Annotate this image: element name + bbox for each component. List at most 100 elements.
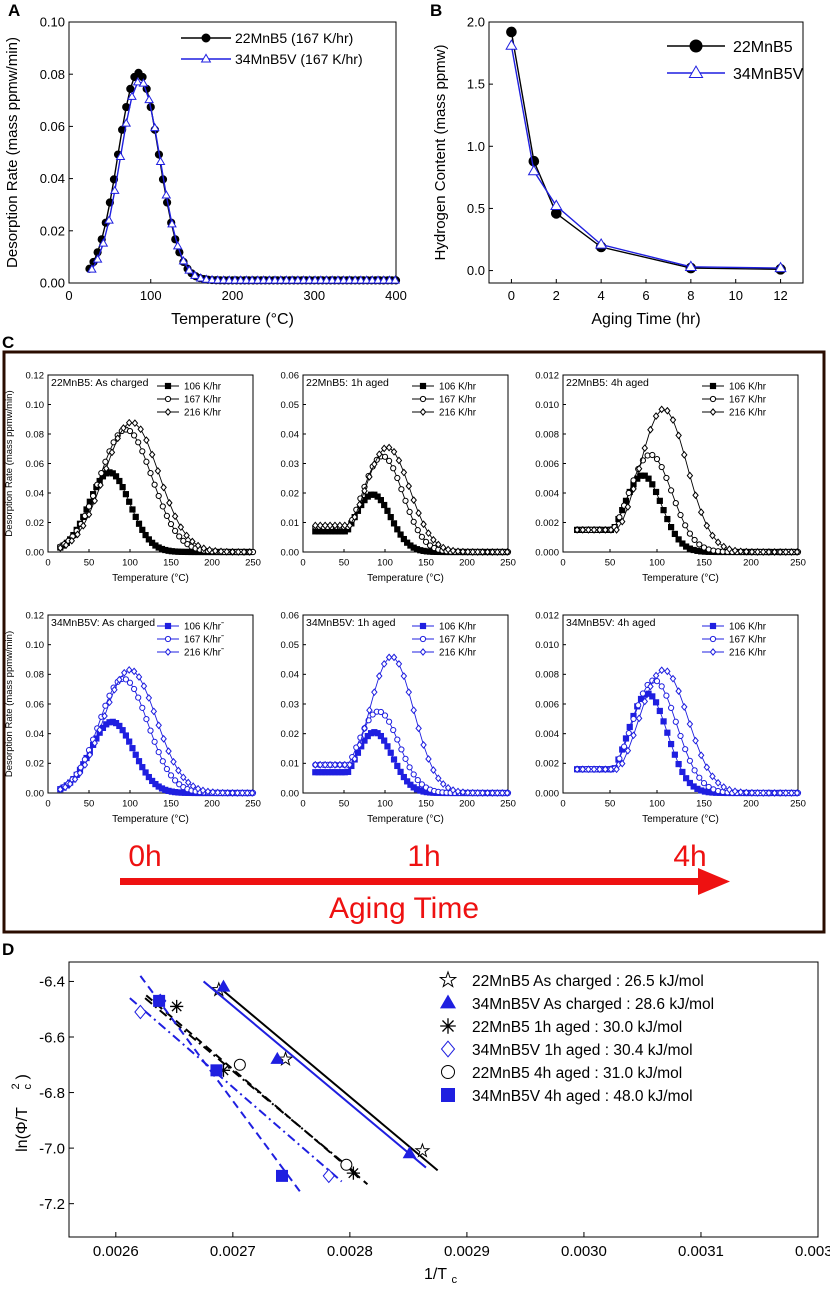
x-axis-label: Temperature (°C) <box>112 573 189 584</box>
data-point <box>366 472 373 481</box>
data-point <box>714 538 722 547</box>
fit-line <box>218 986 439 1172</box>
y-tick-label: 0.08 <box>26 670 45 681</box>
series-2 <box>144 997 360 1180</box>
legend-marker <box>709 648 717 656</box>
y-axis-label-text: Desorption Rate (mass ppmw/min) <box>4 390 15 536</box>
legend-label: 106 K/hrˉ <box>184 622 224 633</box>
y-tick-label: 0.010 <box>535 640 559 651</box>
x-tick-label: 100 <box>140 288 162 303</box>
data-point <box>312 760 319 769</box>
data-point <box>776 548 784 556</box>
y-tick-label: 0.02 <box>281 729 300 740</box>
legend-label: 106 K/hr <box>439 622 477 633</box>
data-point <box>125 418 133 427</box>
data-point <box>326 760 334 769</box>
data-point <box>418 533 425 540</box>
x-tick-label: 150 <box>163 558 179 569</box>
chart-c2: 0 50 100 150 200 250 0.00 0.01 0.02 0.03 0.04 0.05 0… <box>281 370 516 584</box>
data-point <box>377 497 384 504</box>
data-point <box>394 474 401 482</box>
data-point <box>683 775 690 782</box>
data-point <box>449 546 457 555</box>
data-point <box>184 778 192 787</box>
data-point <box>696 541 703 548</box>
panel-label-b: B <box>430 1 442 20</box>
data-point <box>201 274 212 283</box>
x-tick-label: 200 <box>459 799 475 810</box>
x-tick-label: 50 <box>339 799 350 810</box>
y-tick-label: 0.00 <box>26 788 45 799</box>
data-point <box>140 682 148 690</box>
y-tick-label: 0.06 <box>281 610 300 621</box>
legend-marker <box>419 635 427 643</box>
data-point <box>390 275 401 284</box>
x-tick-label: 200 <box>459 558 475 569</box>
data-point <box>765 548 773 556</box>
legend-label: 216 K/hr <box>439 648 477 659</box>
data-point <box>381 453 389 460</box>
data-point <box>602 765 609 774</box>
data-point <box>489 548 496 556</box>
data-point <box>681 450 688 459</box>
data-point <box>677 511 684 519</box>
data-point <box>229 789 236 797</box>
data-point <box>210 1064 223 1077</box>
data-point <box>395 660 403 668</box>
x-tick-label: 250 <box>790 558 806 569</box>
data-point <box>630 731 637 740</box>
data-point <box>111 685 118 694</box>
data-point <box>479 789 486 797</box>
data-point <box>398 486 405 493</box>
aging-arrow-shaft <box>120 878 700 885</box>
y-tick-label: 0.03 <box>281 699 300 710</box>
data-point <box>216 979 231 992</box>
data-point <box>161 190 172 199</box>
data-point <box>116 675 123 684</box>
data-point <box>102 458 109 465</box>
data-point <box>76 769 84 777</box>
data-point <box>743 547 750 556</box>
data-point <box>126 738 133 745</box>
data-point <box>371 688 378 697</box>
data-point <box>630 485 637 493</box>
x-tick-label: 150 <box>418 558 434 569</box>
data-point <box>422 538 430 545</box>
data-point <box>74 530 81 539</box>
data-point <box>336 521 344 530</box>
data-point <box>346 1166 360 1180</box>
data-point <box>147 470 154 477</box>
data-point <box>660 507 667 514</box>
panel-label-c: C <box>2 333 14 352</box>
data-point <box>384 743 391 750</box>
legend: 22MnB5 As charged : 26.5 kJ/mol 34MnB5V A… <box>438 970 714 1105</box>
data-point <box>139 448 146 455</box>
data-point <box>664 406 671 415</box>
data-point <box>459 788 467 797</box>
data-point <box>686 471 694 480</box>
legend-marker <box>164 408 172 416</box>
data-point <box>176 533 183 540</box>
data-point <box>675 431 682 440</box>
data-point <box>142 769 149 776</box>
data-point <box>66 779 74 788</box>
data-point <box>550 199 563 211</box>
data-point <box>380 444 388 453</box>
data-point <box>503 548 511 556</box>
data-point <box>167 520 175 528</box>
data-point <box>61 783 69 792</box>
data-point <box>594 237 608 249</box>
x-tick-label: 150 <box>696 799 712 810</box>
data-point <box>135 439 142 446</box>
x-tick-label: 100 <box>649 799 665 810</box>
legend: 106 K/hr 167 K/hr 216 K/hr <box>412 382 477 419</box>
data-point <box>224 788 231 797</box>
data-point <box>380 660 388 668</box>
data-point <box>298 275 309 284</box>
data-point <box>154 466 162 475</box>
y-tick-label: 0.06 <box>26 699 45 710</box>
x-axis-label: Aging Time (hr) <box>591 311 700 328</box>
data-point <box>596 765 603 774</box>
legend-marker <box>709 622 717 630</box>
data-point <box>390 465 397 472</box>
